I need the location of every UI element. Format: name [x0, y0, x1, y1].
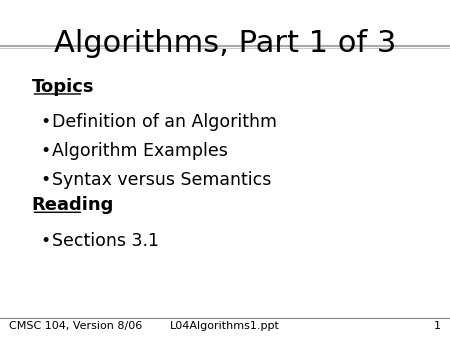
Text: Sections 3.1: Sections 3.1 [52, 232, 159, 249]
Text: L04Algorithms1.ppt: L04Algorithms1.ppt [170, 320, 280, 331]
Text: Reading: Reading [32, 196, 114, 214]
Text: CMSC 104, Version 8/06: CMSC 104, Version 8/06 [9, 320, 142, 331]
Text: 1: 1 [434, 320, 441, 331]
Text: Definition of an Algorithm: Definition of an Algorithm [52, 113, 277, 131]
Text: Algorithm Examples: Algorithm Examples [52, 142, 228, 160]
Text: •: • [40, 142, 51, 160]
Text: Syntax versus Semantics: Syntax versus Semantics [52, 171, 271, 189]
Text: •: • [40, 113, 51, 131]
Text: •: • [40, 232, 51, 249]
Text: Topics: Topics [32, 78, 94, 96]
Text: •: • [40, 171, 51, 189]
Text: Algorithms, Part 1 of 3: Algorithms, Part 1 of 3 [54, 29, 396, 58]
